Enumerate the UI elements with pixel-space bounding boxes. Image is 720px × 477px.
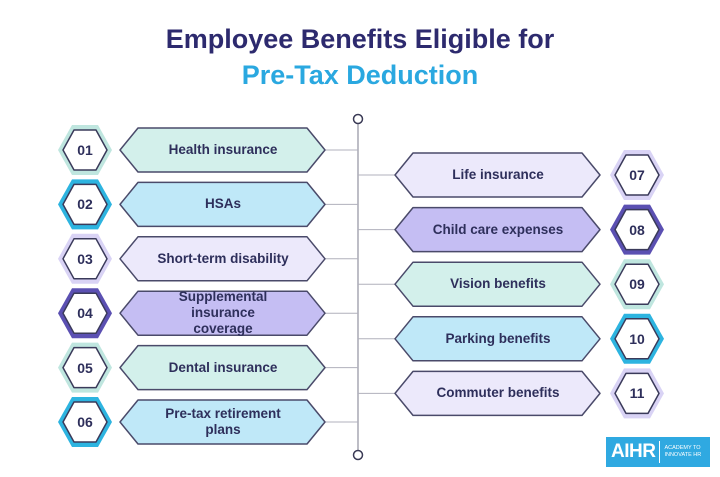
benefit-number: 01 bbox=[77, 142, 93, 158]
benefit-number: 10 bbox=[629, 330, 645, 347]
label-hexagon bbox=[119, 344, 326, 391]
number-hexagon bbox=[62, 401, 108, 443]
benefit-number: 05 bbox=[77, 359, 93, 376]
benefit-number: 03 bbox=[77, 250, 93, 267]
benefit-label: HSAs bbox=[204, 196, 241, 212]
top-node bbox=[352, 113, 364, 125]
label-hexagon bbox=[119, 127, 326, 173]
benefit-label: Supplemental insurance coverage bbox=[178, 289, 268, 337]
logo-tagline: ACADEMY TO INNOVATE HR bbox=[664, 445, 702, 458]
benefit-number: 07 bbox=[629, 167, 645, 183]
benefit-label: Dental insurance bbox=[168, 359, 278, 375]
number-hexagon bbox=[62, 238, 108, 280]
label-hexagon bbox=[119, 290, 326, 336]
number-hexagon bbox=[614, 372, 660, 415]
subtitle: Pre-Tax Deduction bbox=[241, 60, 479, 90]
benefit-label: Vision benefits bbox=[450, 276, 546, 292]
number-hexagon bbox=[62, 129, 108, 171]
number-hexagon bbox=[62, 183, 108, 226]
benefit-label: Child care expenses bbox=[432, 221, 564, 237]
number-hexagon bbox=[614, 154, 660, 196]
number-hexagon bbox=[62, 346, 108, 389]
benefit-label: Pre-tax retirement plans bbox=[165, 406, 281, 437]
benefit-label: Commuter benefits bbox=[436, 385, 560, 401]
benefit-label: Parking benefits bbox=[445, 330, 551, 346]
number-hexagon bbox=[62, 292, 108, 334]
benefit-number: 09 bbox=[629, 276, 645, 293]
label-hexagon bbox=[394, 316, 601, 362]
logo-brand: AIHR bbox=[606, 441, 661, 463]
number-hexagon bbox=[614, 318, 660, 360]
bottom-node bbox=[352, 449, 364, 461]
benefit-number: 11 bbox=[629, 385, 645, 402]
benefit-label: Health insurance bbox=[168, 142, 278, 157]
benefit-number: 02 bbox=[77, 196, 93, 213]
benefit-number: 06 bbox=[77, 414, 93, 430]
label-hexagon bbox=[119, 181, 326, 228]
number-hexagon bbox=[614, 208, 660, 251]
benefit-number: 08 bbox=[629, 221, 645, 238]
benefit-label: Life insurance bbox=[452, 167, 544, 182]
label-hexagon bbox=[394, 152, 601, 198]
aihr-logo: AIHR ACADEMY TO INNOVATE HR bbox=[606, 437, 710, 467]
benefit-number: 04 bbox=[77, 305, 93, 322]
title: Employee Benefits Eligible for bbox=[165, 24, 555, 54]
number-hexagon bbox=[614, 263, 660, 305]
label-hexagon bbox=[394, 206, 601, 253]
label-hexagon bbox=[394, 261, 601, 307]
label-hexagon bbox=[394, 370, 601, 417]
label-hexagon bbox=[119, 399, 326, 445]
label-hexagon bbox=[119, 236, 326, 282]
benefit-label: Short-term disability bbox=[157, 250, 289, 266]
